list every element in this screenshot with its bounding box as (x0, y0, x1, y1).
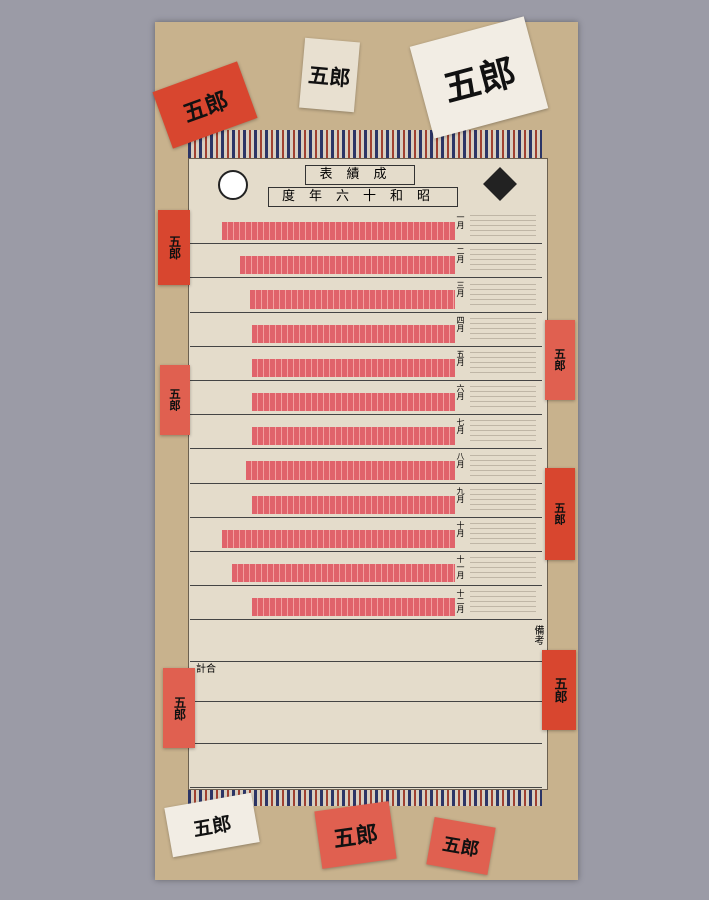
summary-row (190, 660, 542, 702)
notes (470, 350, 536, 377)
sticker: 五郎 (545, 468, 575, 560)
summary-row (190, 620, 542, 662)
row (190, 244, 542, 279)
red-marks (240, 256, 455, 275)
sticker: 五郎 (160, 365, 190, 435)
row (190, 347, 542, 381)
red-marks (222, 222, 455, 241)
red-marks (252, 598, 455, 617)
notes (470, 248, 536, 275)
month-label: 六月 (456, 384, 465, 400)
top-stripe (188, 130, 542, 158)
total-label: 合計 (196, 664, 216, 675)
month-label: 十月 (456, 520, 465, 537)
row (190, 586, 542, 621)
sticker: 五郎 (545, 320, 575, 400)
month-label: 三月 (456, 281, 465, 298)
title: 成績表 (305, 165, 415, 185)
notes (470, 521, 536, 548)
month-label: 十二月 (456, 589, 465, 614)
notes (470, 385, 536, 412)
row (190, 449, 542, 484)
month-label: 九月 (456, 486, 465, 503)
row (190, 552, 542, 587)
row (190, 313, 542, 347)
red-marks (252, 495, 455, 514)
red-marks (252, 393, 455, 412)
red-marks (252, 358, 455, 377)
notes (470, 419, 536, 446)
row (190, 415, 542, 450)
month-label: 二月 (456, 247, 465, 264)
red-marks (250, 290, 455, 309)
row (190, 210, 542, 245)
row (190, 518, 542, 552)
month-label: 五月 (456, 349, 465, 366)
red-marks (232, 564, 455, 583)
remarks-label: 備考 (532, 625, 543, 645)
sticker: 五郎 (314, 801, 397, 869)
red-marks (222, 529, 455, 548)
row (190, 278, 542, 313)
month-label: 十一月 (456, 555, 465, 579)
notes (470, 487, 536, 514)
sticker: 五郎 (163, 668, 195, 748)
row (190, 381, 542, 416)
sticker: 五郎 (299, 37, 360, 113)
month-label: 七月 (456, 418, 465, 435)
sticker: 五郎 (158, 210, 190, 285)
year: 昭和十六年度 (268, 187, 458, 207)
notes (470, 214, 536, 241)
red-marks (252, 324, 455, 343)
crest (218, 170, 248, 200)
month-label: 四月 (456, 315, 465, 332)
bottom-stripe (188, 790, 542, 806)
notes (470, 556, 536, 583)
summary-row (190, 744, 542, 788)
notes (470, 316, 536, 343)
sticker: 五郎 (542, 650, 576, 730)
red-marks (252, 427, 455, 446)
notes (470, 282, 536, 309)
red-marks (246, 461, 455, 480)
notes (470, 590, 536, 617)
month-label: 八月 (456, 452, 465, 469)
month-label: 一月 (456, 213, 465, 229)
notes (470, 453, 536, 480)
row (190, 484, 542, 518)
summary-row (190, 702, 542, 744)
